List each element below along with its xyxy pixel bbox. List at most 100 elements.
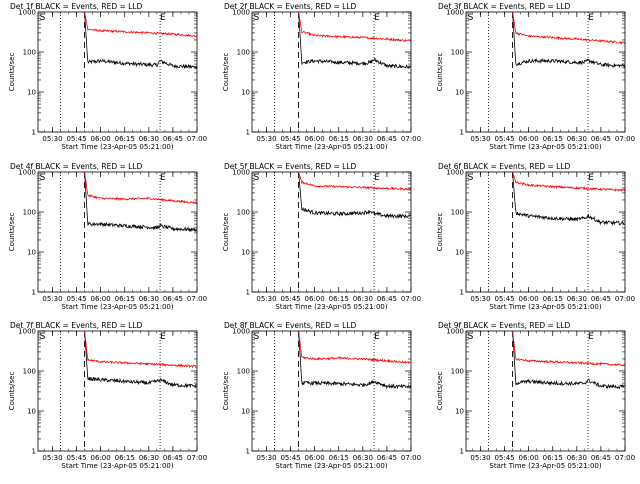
start-marker: S bbox=[40, 13, 46, 23]
x-tick-label: 07:00 bbox=[615, 135, 635, 143]
x-axis-label: Start Time (23-Apr-05 05:21:00) bbox=[489, 143, 601, 151]
x-tick-label: 06:00 bbox=[91, 135, 111, 143]
x-tick-label: 05:45 bbox=[494, 295, 514, 303]
events-series-line bbox=[512, 330, 625, 390]
x-tick-label: 06:15 bbox=[329, 135, 349, 143]
x-tick-label: 05:45 bbox=[280, 454, 300, 462]
x-tick-label: 06:45 bbox=[591, 295, 611, 303]
y-tick-label: 1000 bbox=[18, 9, 36, 17]
y-tick-label: 1000 bbox=[232, 169, 250, 177]
y-tick-label: 100 bbox=[451, 209, 464, 217]
x-tick-label: 06:30 bbox=[139, 454, 159, 462]
y-tick-label: 10 bbox=[455, 408, 464, 416]
y-tick-label: 1 bbox=[32, 448, 36, 456]
x-tick-label: 06:30 bbox=[567, 135, 587, 143]
chart-title: Det 4f BLACK = Events, RED = LLD bbox=[10, 162, 143, 171]
x-tick-label: 05:30 bbox=[470, 135, 490, 143]
y-tick-label: 10 bbox=[27, 89, 36, 97]
x-tick-label: 06:00 bbox=[519, 135, 539, 143]
y-tick-label: 1000 bbox=[232, 9, 250, 17]
x-tick-label: 05:45 bbox=[280, 295, 300, 303]
plot-frame bbox=[465, 11, 626, 133]
start-marker: S bbox=[468, 13, 474, 23]
x-tick-label: 06:15 bbox=[543, 135, 563, 143]
x-tick-label: 05:45 bbox=[280, 135, 300, 143]
x-tick-label: 05:30 bbox=[42, 135, 62, 143]
x-tick-label: 07:00 bbox=[187, 454, 207, 462]
x-tick-label: 06:15 bbox=[543, 454, 563, 462]
x-tick-label: 06:00 bbox=[305, 135, 325, 143]
y-tick-label: 1000 bbox=[446, 9, 464, 17]
x-tick-label: 06:00 bbox=[305, 295, 325, 303]
x-tick-label: 05:30 bbox=[470, 454, 490, 462]
events-series-line bbox=[84, 11, 197, 70]
y-tick-label: 100 bbox=[237, 368, 250, 376]
y-axis-label: Counts/sec bbox=[8, 53, 16, 92]
y-tick-label: 1 bbox=[460, 289, 464, 297]
x-tick-label: 06:30 bbox=[139, 135, 159, 143]
end-marker: E bbox=[160, 13, 166, 23]
y-tick-label: 10 bbox=[241, 408, 250, 416]
lld-series-line bbox=[298, 330, 411, 365]
events-series-line bbox=[84, 330, 197, 389]
x-axis-label: Start Time (23-Apr-05 05:21:00) bbox=[61, 462, 173, 470]
x-tick-label: 06:30 bbox=[139, 295, 159, 303]
y-tick-label: 1 bbox=[32, 129, 36, 137]
x-tick-label: 06:45 bbox=[377, 454, 397, 462]
y-tick-label: 100 bbox=[237, 209, 250, 217]
end-marker: E bbox=[374, 13, 380, 23]
start-marker: S bbox=[254, 332, 260, 342]
y-tick-label: 100 bbox=[23, 49, 36, 57]
y-tick-label: 1 bbox=[246, 289, 250, 297]
x-tick-label: 07:00 bbox=[187, 295, 207, 303]
x-tick-label: 06:00 bbox=[91, 454, 111, 462]
x-tick-label: 06:45 bbox=[163, 454, 183, 462]
y-axis-label: Counts/sec bbox=[8, 213, 16, 252]
plot-frame bbox=[37, 11, 198, 133]
y-axis-label: Counts/sec bbox=[222, 213, 230, 252]
x-tick-label: 05:30 bbox=[42, 295, 62, 303]
plot-frame bbox=[251, 330, 412, 452]
events-series-line bbox=[298, 171, 411, 220]
y-axis-label: Counts/sec bbox=[8, 372, 16, 411]
chart-title: Det 5f BLACK = Events, RED = LLD bbox=[224, 162, 357, 171]
y-tick-label: 1 bbox=[32, 289, 36, 297]
x-tick-label: 06:15 bbox=[115, 135, 135, 143]
lld-series-line bbox=[512, 11, 625, 45]
plot-frame bbox=[37, 330, 198, 452]
start-marker: S bbox=[254, 13, 260, 23]
x-tick-label: 06:45 bbox=[591, 135, 611, 143]
end-marker: E bbox=[588, 173, 594, 183]
x-axis-label: Start Time (23-Apr-05 05:21:00) bbox=[61, 143, 173, 151]
x-axis-label: Start Time (23-Apr-05 05:21:00) bbox=[61, 303, 173, 311]
end-marker: E bbox=[374, 173, 380, 183]
x-tick-label: 06:45 bbox=[591, 454, 611, 462]
x-tick-label: 06:30 bbox=[567, 454, 587, 462]
end-marker: E bbox=[588, 13, 594, 23]
y-tick-label: 1 bbox=[246, 129, 250, 137]
x-tick-label: 06:15 bbox=[329, 454, 349, 462]
x-tick-label: 06:45 bbox=[163, 295, 183, 303]
x-tick-label: 06:00 bbox=[519, 295, 539, 303]
x-tick-label: 05:45 bbox=[494, 454, 514, 462]
events-series-line bbox=[512, 11, 625, 69]
plot-frame bbox=[251, 171, 412, 293]
events-series-line bbox=[512, 171, 625, 227]
x-tick-label: 06:15 bbox=[115, 295, 135, 303]
x-tick-label: 06:45 bbox=[377, 135, 397, 143]
chart-title: Det 3f BLACK = Events, RED = LLD bbox=[438, 2, 571, 11]
y-tick-label: 1000 bbox=[18, 328, 36, 336]
lld-series-line bbox=[84, 330, 197, 369]
x-tick-label: 06:00 bbox=[519, 454, 539, 462]
x-tick-label: 05:45 bbox=[66, 295, 86, 303]
plot-frame bbox=[37, 171, 198, 293]
x-tick-label: 05:30 bbox=[256, 135, 276, 143]
y-tick-label: 100 bbox=[451, 368, 464, 376]
y-axis-label: Counts/sec bbox=[222, 372, 230, 411]
x-tick-label: 06:00 bbox=[305, 454, 325, 462]
x-tick-label: 05:30 bbox=[470, 295, 490, 303]
events-series-line bbox=[298, 330, 411, 390]
x-tick-label: 06:30 bbox=[353, 295, 373, 303]
y-tick-label: 10 bbox=[455, 89, 464, 97]
